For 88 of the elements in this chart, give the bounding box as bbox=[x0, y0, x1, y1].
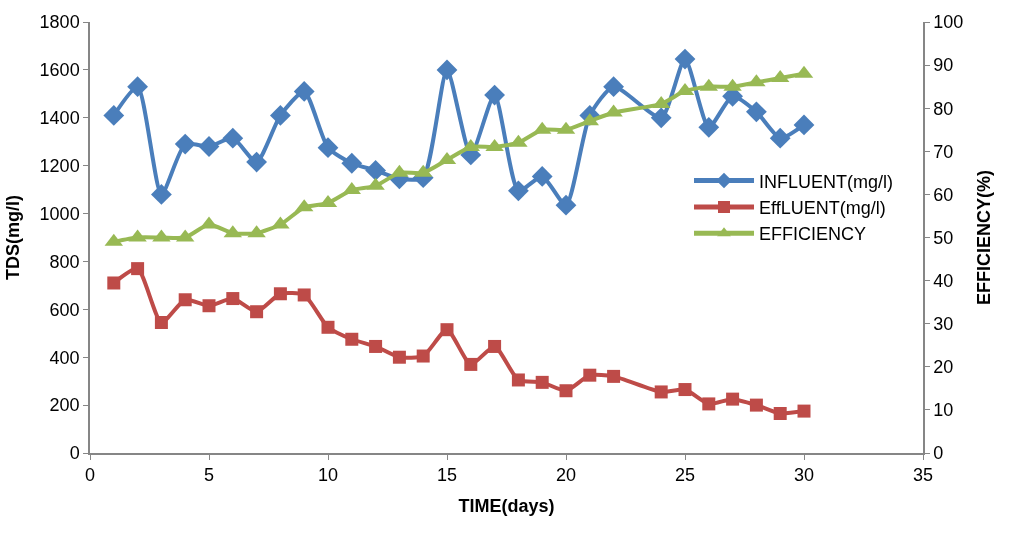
point bbox=[321, 320, 335, 334]
point bbox=[488, 339, 502, 353]
y-tick-label: 1400 bbox=[39, 108, 80, 129]
point bbox=[131, 262, 145, 276]
point bbox=[270, 104, 291, 126]
point bbox=[698, 116, 720, 138]
point bbox=[749, 398, 763, 412]
point bbox=[198, 136, 220, 157]
point bbox=[103, 104, 125, 126]
legend-label: EffLUENT(mg/l) bbox=[759, 197, 886, 218]
point bbox=[317, 137, 339, 159]
point bbox=[702, 397, 716, 411]
y2-axis-title: EFFICIENCY(%) bbox=[974, 169, 994, 305]
point bbox=[436, 59, 458, 81]
x-tick-label: 25 bbox=[674, 465, 696, 486]
y-tick-label: 1200 bbox=[39, 155, 80, 176]
point bbox=[678, 383, 692, 397]
point bbox=[297, 288, 311, 302]
point bbox=[583, 368, 597, 382]
point bbox=[511, 373, 525, 387]
point bbox=[226, 292, 240, 306]
x-tick-label: 0 bbox=[84, 465, 96, 486]
point bbox=[535, 375, 549, 389]
y-tick-label: 1800 bbox=[39, 12, 80, 33]
point bbox=[464, 357, 478, 371]
point bbox=[440, 323, 454, 337]
x-tick-label: 10 bbox=[317, 465, 339, 486]
y2-tick-label: 20 bbox=[933, 357, 954, 378]
point bbox=[222, 127, 244, 149]
legend-label: EFFICIENCY bbox=[759, 224, 867, 245]
x-tick-label: 35 bbox=[912, 465, 934, 486]
x-tick-label: 30 bbox=[793, 465, 815, 486]
y-tick-label: 0 bbox=[69, 443, 80, 464]
point bbox=[484, 84, 505, 106]
point bbox=[508, 180, 529, 202]
point bbox=[127, 76, 148, 98]
point bbox=[726, 392, 740, 406]
point bbox=[416, 349, 430, 363]
y2-tick-label: 90 bbox=[933, 55, 954, 76]
point bbox=[107, 276, 121, 290]
point bbox=[746, 101, 767, 123]
point bbox=[250, 305, 264, 319]
y-tick-label: 400 bbox=[49, 347, 80, 368]
point bbox=[650, 107, 672, 129]
point bbox=[769, 127, 791, 149]
point bbox=[797, 404, 811, 418]
x-tick-label: 20 bbox=[555, 465, 577, 486]
y-tick-label: 800 bbox=[49, 251, 80, 272]
point bbox=[793, 114, 815, 136]
y2-tick-label: 50 bbox=[933, 227, 954, 248]
point bbox=[154, 316, 168, 329]
x-tick-label: 5 bbox=[203, 465, 215, 486]
point bbox=[392, 350, 406, 364]
point bbox=[273, 287, 287, 301]
point bbox=[293, 81, 315, 102]
point bbox=[559, 384, 573, 398]
point bbox=[531, 166, 553, 187]
point bbox=[607, 369, 621, 383]
y-axis-title: TDS(mg/l) bbox=[3, 195, 24, 280]
y2-tick-label: 10 bbox=[933, 400, 954, 421]
point bbox=[341, 152, 363, 174]
point bbox=[674, 48, 696, 70]
point bbox=[151, 184, 172, 205]
y2-tick-label: 100 bbox=[933, 12, 964, 33]
y2-tick-label: 30 bbox=[933, 314, 954, 334]
y-tick-label: 1600 bbox=[39, 60, 80, 81]
x-axis-title: TIME(days) bbox=[458, 495, 555, 516]
point bbox=[773, 406, 787, 420]
y2-tick-label: 80 bbox=[933, 98, 954, 119]
point bbox=[202, 299, 216, 313]
y2-tick-label: 60 bbox=[933, 184, 954, 205]
x-tick-label: 15 bbox=[436, 465, 458, 486]
y2-tick-label: 0 bbox=[933, 443, 944, 464]
point bbox=[369, 339, 383, 353]
point bbox=[555, 194, 577, 216]
point bbox=[603, 76, 624, 98]
y-tick-label: 200 bbox=[49, 395, 80, 416]
y2-tick-label: 40 bbox=[933, 270, 954, 291]
point bbox=[178, 293, 192, 307]
point bbox=[365, 160, 386, 181]
y-tick-label: 1000 bbox=[39, 203, 80, 224]
point bbox=[654, 385, 668, 399]
legend-label: INFLUENT(mg/l) bbox=[759, 171, 894, 192]
point bbox=[174, 133, 196, 155]
y2-tick-label: 70 bbox=[933, 141, 954, 162]
point bbox=[246, 151, 267, 173]
point bbox=[345, 332, 359, 346]
y-tick-label: 600 bbox=[49, 299, 80, 320]
